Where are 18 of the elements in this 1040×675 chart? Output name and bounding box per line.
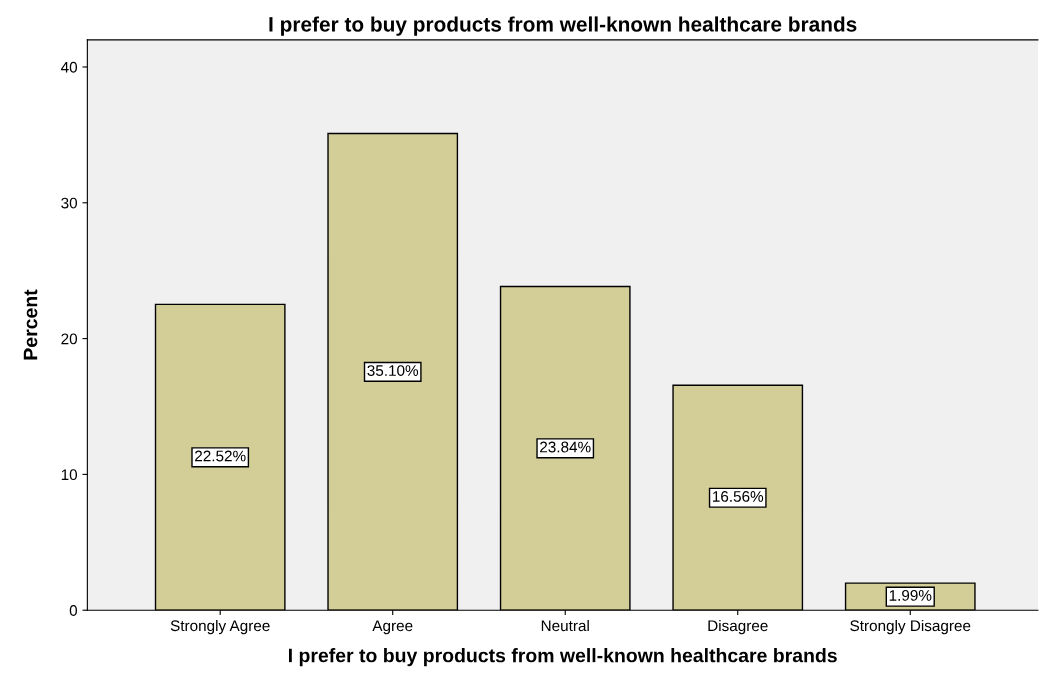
y-tick-label: 40: [61, 61, 78, 73]
y-tick-label: 30: [61, 197, 78, 209]
y-axis-title: Percent: [23, 289, 38, 360]
data-label: 22.52%: [195, 450, 246, 462]
data-label: 35.10%: [367, 365, 419, 376]
data-label: 16.56%: [713, 491, 764, 502]
y-tick-label: 0: [69, 605, 78, 616]
y-tick-label: 20: [61, 333, 78, 345]
x-tick-label: Neutral: [541, 619, 589, 632]
data-label: 1.99%: [889, 589, 932, 601]
x-tick-label: Agree: [372, 620, 413, 635]
x-tick-label: Strongly Disagree: [850, 619, 971, 635]
x-tick-label: Disagree: [708, 619, 768, 635]
chart-title: I prefer to buy products from well-known healthcare brands: [269, 16, 857, 36]
x-tick-label: Strongly Agree: [170, 619, 270, 635]
data-label: 23.84%: [540, 441, 591, 453]
x-axis-title: I prefer to buy products from well-known healthcare brands: [288, 648, 837, 667]
y-tick-label: 10: [61, 469, 78, 481]
